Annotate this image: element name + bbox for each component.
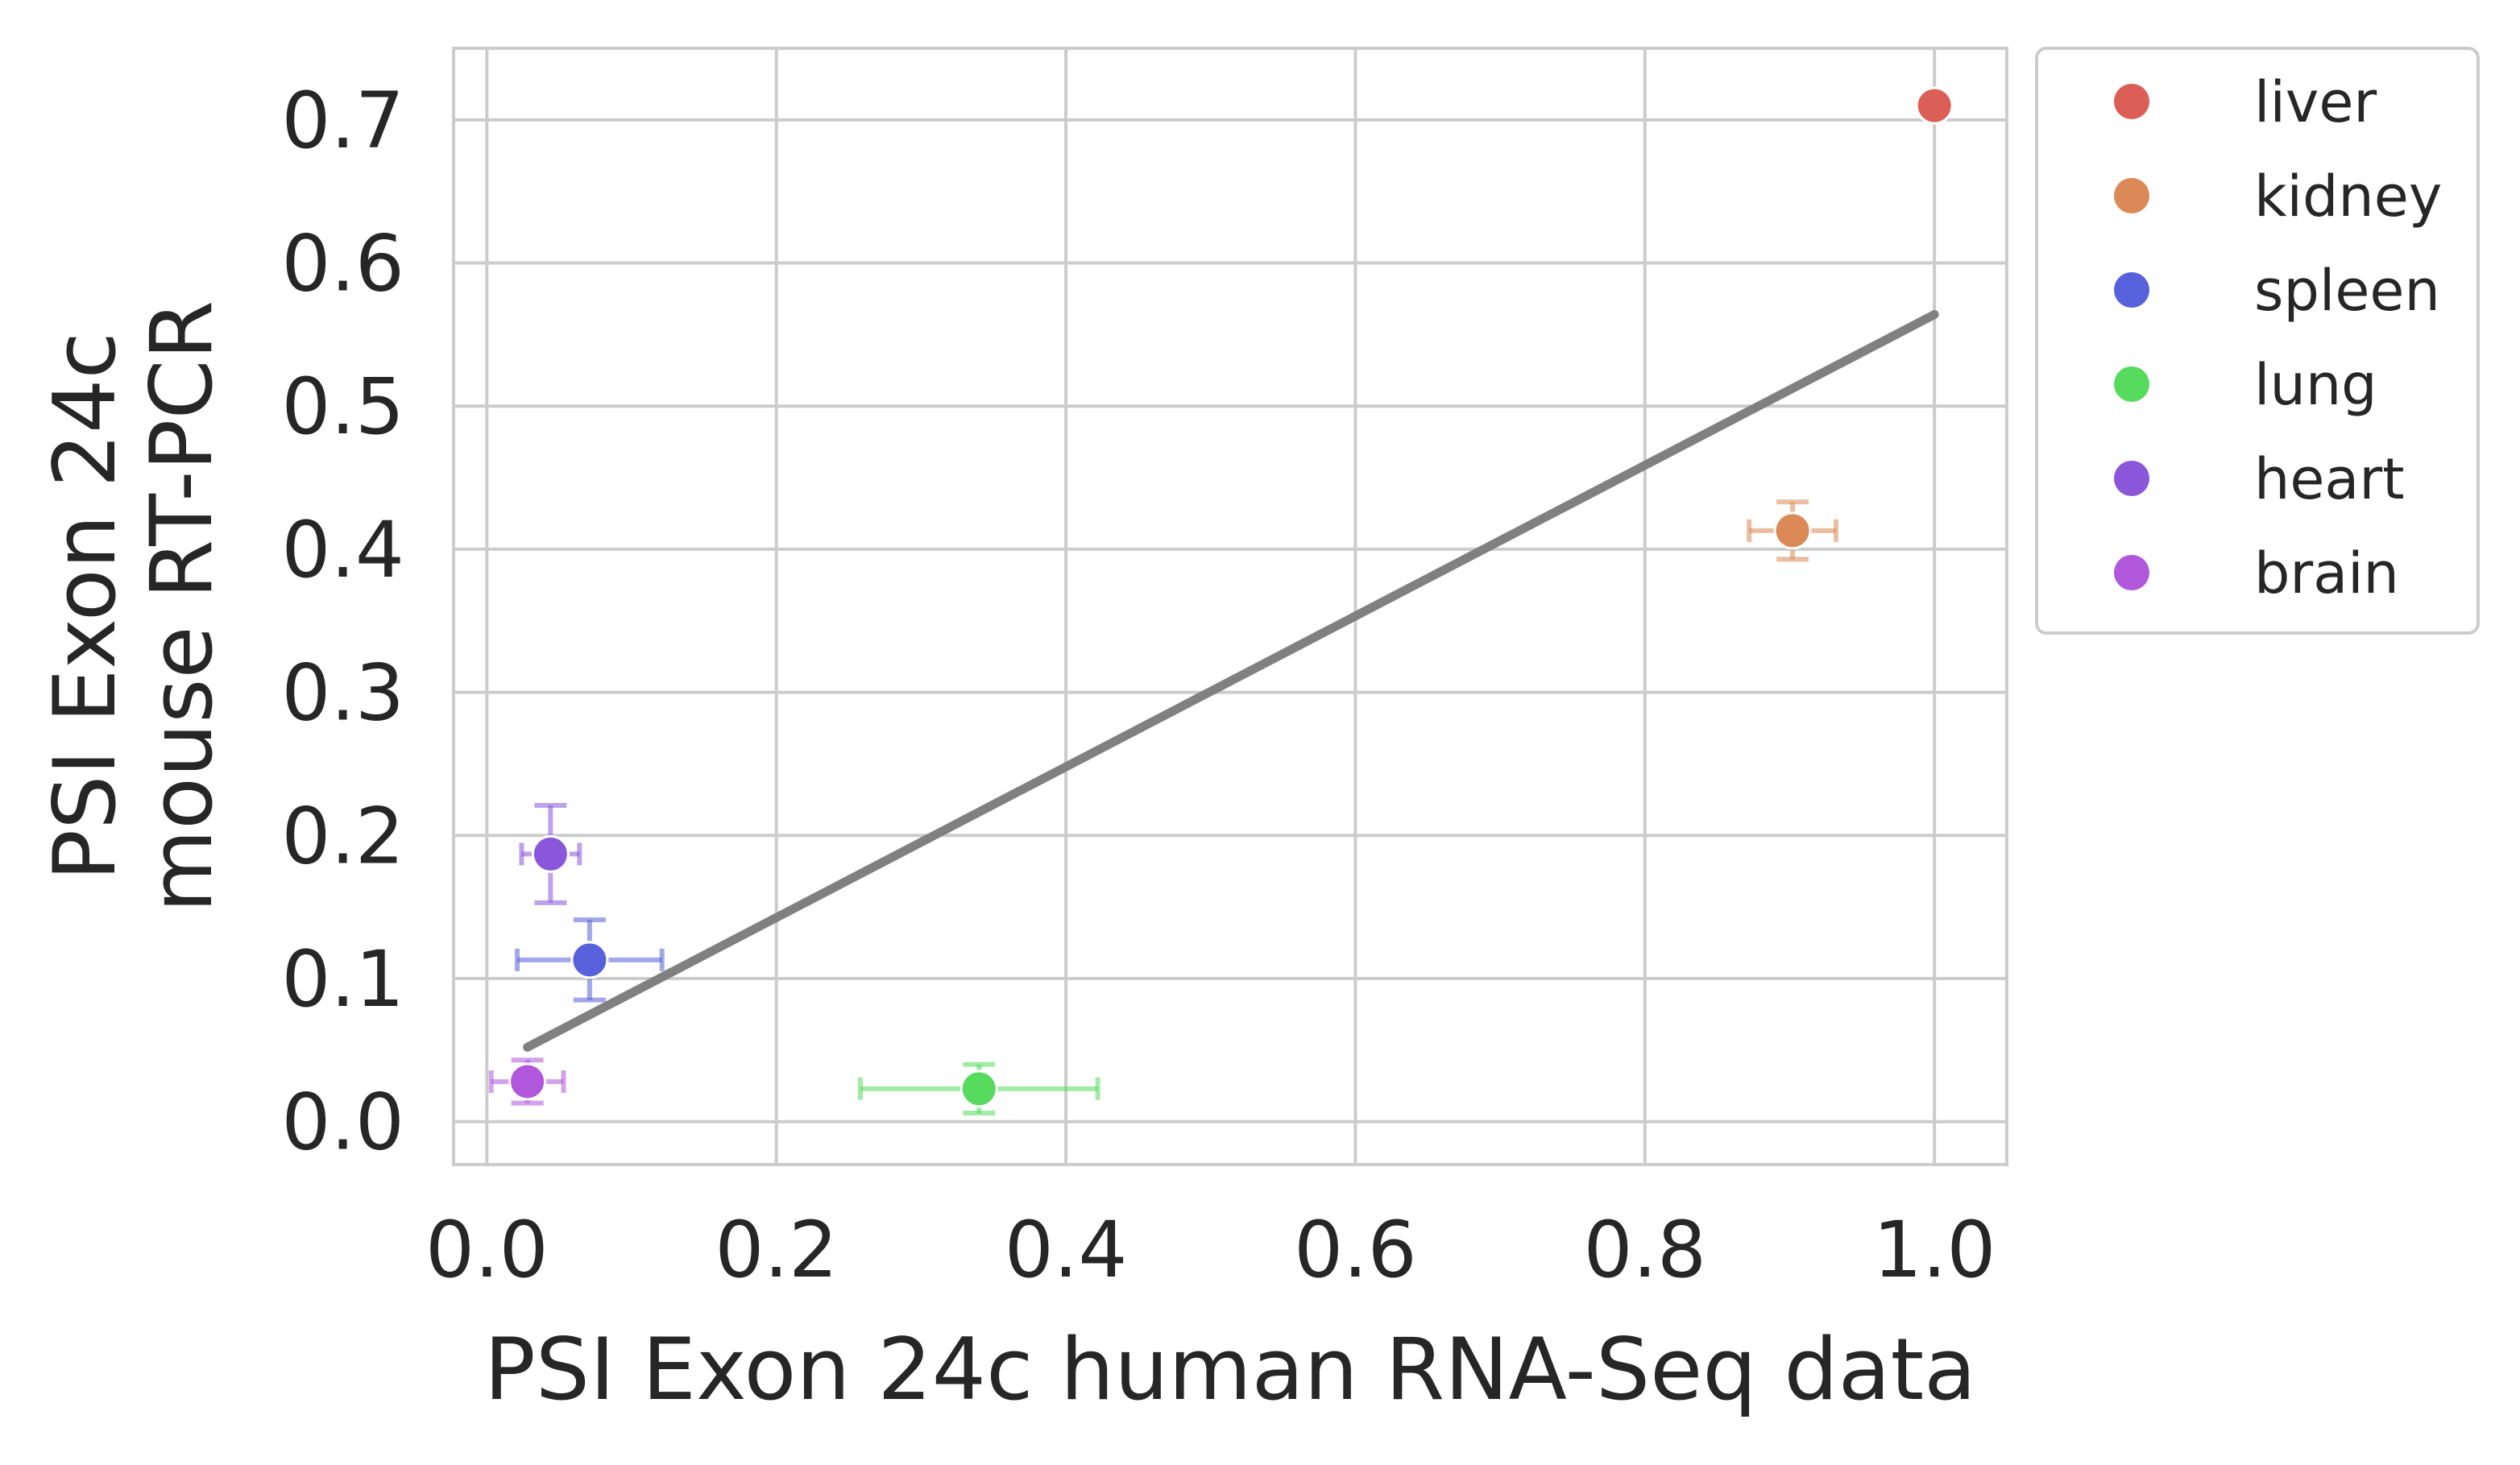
y-tick-label: 0.3 [281, 648, 404, 739]
x-tick-label: 0.0 [425, 1205, 549, 1295]
y-tick-label: 0.2 [281, 791, 404, 881]
legend-marker-kidney [2114, 178, 2149, 213]
y-tick-label: 0.4 [281, 505, 404, 595]
data-point-heart [531, 834, 570, 873]
y-tick-label: 0.5 [281, 362, 404, 452]
data-point-kidney [1773, 511, 1812, 550]
point-group-brain [488, 1057, 566, 1106]
data-point-brain [508, 1062, 547, 1101]
point-group-heart [519, 802, 582, 905]
legend: liver kidney spleen lung heart brain [2035, 47, 2480, 635]
x-tick-label: 0.8 [1583, 1205, 1706, 1295]
fit-line [523, 310, 1939, 1052]
x-tick-label: 0.6 [1294, 1205, 1417, 1295]
x-tick-label: 1.0 [1873, 1205, 1996, 1295]
data-point-spleen [570, 941, 609, 979]
legend-label-lung: lung [2254, 352, 2377, 418]
y-axis-title-second: mouse RT-PCR [132, 300, 231, 913]
plot-area [452, 47, 2008, 1166]
data-point-liver [1915, 86, 1954, 125]
legend-label-kidney: kidney [2254, 163, 2442, 230]
x-tick-label: 0.4 [1005, 1205, 1128, 1295]
data-point-lung [960, 1070, 998, 1108]
grid-lines [454, 48, 2007, 1165]
legend-marker-lung [2114, 366, 2149, 402]
legend-label-liver: liver [2254, 69, 2377, 135]
y-tick-label: 0.6 [281, 219, 404, 309]
x-axis-title: PSI Exon 24c human RNA-Seq data [484, 1320, 1976, 1419]
y-axis-title: PSI Exon 24c [35, 332, 135, 881]
x-tick-labels: 0.0 0.2 0.4 0.6 0.8 1.0 [425, 1205, 1996, 1295]
y-axis-title-line-1: PSI Exon 24c [35, 332, 135, 881]
point-group-lung [857, 1062, 1100, 1116]
legend-marker-brain [2114, 555, 2149, 590]
x-tick-label: 0.2 [715, 1205, 838, 1295]
point-group-liver [1915, 86, 1954, 125]
point-group-spleen [515, 917, 665, 1003]
y-tick-label: 0.7 [281, 76, 404, 166]
legend-label-brain: brain [2254, 540, 2399, 606]
legend-marker-spleen [2114, 272, 2149, 308]
point-group-kidney [1747, 499, 1838, 562]
y-axis-title-line-2: mouse RT-PCR [132, 300, 231, 913]
legend-label-spleen: spleen [2254, 258, 2440, 324]
legend-marker-liver [2114, 84, 2149, 119]
legend-marker-heart [2114, 461, 2149, 496]
legend-label-heart: heart [2254, 446, 2405, 512]
data-points [488, 86, 1954, 1116]
y-tick-labels: 0.0 0.1 0.2 0.3 0.4 0.5 0.6 0.7 [281, 76, 404, 1168]
y-tick-label: 0.1 [281, 934, 404, 1024]
fit-line-group [523, 310, 1939, 1052]
y-tick-label: 0.0 [281, 1078, 404, 1168]
